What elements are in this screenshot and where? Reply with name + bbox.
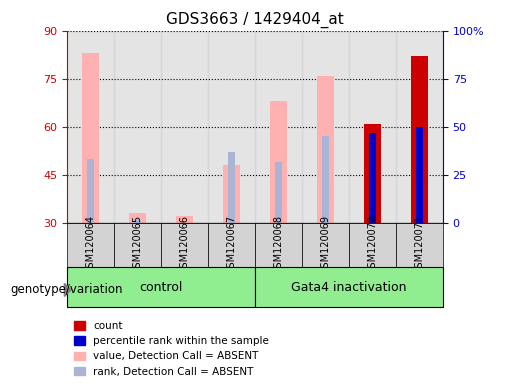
Polygon shape: [64, 283, 71, 296]
Bar: [208, 31, 255, 223]
Text: genotype/variation: genotype/variation: [10, 283, 123, 296]
Title: GDS3663 / 1429404_at: GDS3663 / 1429404_at: [166, 12, 344, 28]
Bar: [67, 223, 114, 267]
Bar: [114, 31, 161, 223]
Bar: [129, 213, 146, 223]
Bar: [369, 133, 376, 223]
Bar: [161, 223, 208, 267]
Text: GSM120066: GSM120066: [179, 215, 190, 274]
Bar: [302, 223, 349, 267]
Text: Gata4 inactivation: Gata4 inactivation: [291, 281, 407, 293]
Text: GSM120068: GSM120068: [273, 215, 283, 274]
Bar: [161, 31, 208, 223]
Bar: [322, 136, 329, 223]
Bar: [255, 31, 302, 223]
Bar: [274, 162, 282, 223]
Bar: [349, 223, 396, 267]
Bar: [228, 152, 235, 223]
Bar: [255, 267, 443, 307]
Bar: [87, 159, 94, 223]
Text: control: control: [139, 281, 183, 293]
Bar: [208, 223, 255, 267]
Bar: [176, 216, 193, 223]
Bar: [67, 31, 114, 223]
Bar: [364, 124, 381, 223]
Legend: count, percentile rank within the sample, value, Detection Call = ABSENT, rank, : count, percentile rank within the sample…: [72, 319, 271, 379]
Bar: [114, 223, 161, 267]
Bar: [411, 56, 427, 223]
Bar: [396, 223, 443, 267]
Bar: [349, 31, 396, 223]
Bar: [82, 53, 99, 223]
Text: GSM120070: GSM120070: [367, 215, 377, 274]
Bar: [67, 267, 255, 307]
Bar: [317, 76, 334, 223]
Text: GSM120071: GSM120071: [415, 215, 424, 274]
Bar: [270, 101, 287, 223]
Text: GSM120069: GSM120069: [320, 215, 331, 274]
Bar: [416, 127, 423, 223]
Bar: [134, 220, 141, 223]
Text: GSM120064: GSM120064: [85, 215, 95, 274]
Bar: [255, 223, 302, 267]
Bar: [302, 31, 349, 223]
Bar: [223, 165, 239, 223]
Bar: [396, 31, 443, 223]
Text: GSM120065: GSM120065: [132, 215, 143, 274]
Text: GSM120067: GSM120067: [227, 215, 236, 274]
